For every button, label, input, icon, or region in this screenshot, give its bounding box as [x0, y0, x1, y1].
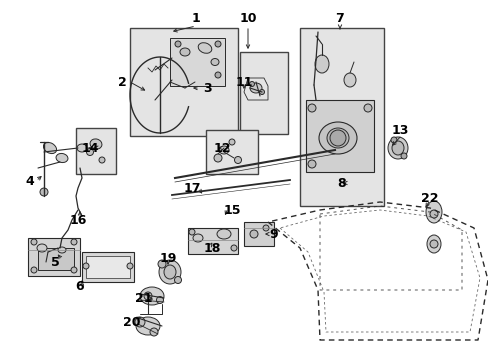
Ellipse shape	[180, 48, 190, 56]
Circle shape	[127, 263, 133, 269]
Ellipse shape	[43, 143, 57, 154]
Ellipse shape	[37, 244, 47, 252]
Text: 22: 22	[420, 192, 438, 204]
Circle shape	[234, 157, 241, 163]
Circle shape	[135, 317, 145, 327]
Ellipse shape	[219, 146, 228, 154]
Text: 14: 14	[81, 141, 99, 154]
Circle shape	[228, 139, 235, 145]
Bar	[170, 38, 224, 86]
Circle shape	[400, 153, 406, 159]
Bar	[299, 28, 383, 206]
Text: 13: 13	[390, 123, 408, 136]
Circle shape	[429, 240, 437, 248]
Ellipse shape	[249, 83, 262, 93]
Circle shape	[329, 130, 346, 146]
Ellipse shape	[217, 229, 230, 239]
Ellipse shape	[343, 73, 355, 87]
Text: 15: 15	[223, 203, 240, 216]
Circle shape	[31, 267, 37, 273]
Circle shape	[150, 328, 158, 336]
Circle shape	[156, 297, 163, 303]
Ellipse shape	[58, 247, 66, 253]
Text: 11: 11	[235, 76, 252, 89]
Circle shape	[263, 225, 268, 231]
Bar	[205, 130, 258, 174]
Bar	[244, 222, 273, 246]
Circle shape	[71, 239, 77, 245]
Circle shape	[249, 81, 254, 86]
Circle shape	[175, 41, 181, 47]
Circle shape	[363, 104, 371, 112]
Text: 9: 9	[269, 228, 278, 240]
Circle shape	[215, 41, 221, 47]
Ellipse shape	[90, 139, 102, 149]
Text: 12: 12	[213, 141, 230, 154]
Ellipse shape	[163, 265, 176, 279]
Bar	[38, 248, 74, 270]
Text: 16: 16	[69, 213, 86, 226]
Text: 18: 18	[203, 242, 220, 255]
Text: 17: 17	[183, 181, 201, 194]
Bar	[28, 238, 80, 276]
Circle shape	[249, 230, 258, 238]
Ellipse shape	[56, 153, 68, 163]
Circle shape	[83, 263, 89, 269]
Bar	[82, 252, 134, 282]
Text: 2: 2	[118, 76, 126, 89]
Circle shape	[71, 267, 77, 273]
Circle shape	[99, 157, 105, 163]
Ellipse shape	[326, 128, 348, 148]
Circle shape	[174, 276, 181, 284]
Circle shape	[259, 90, 264, 95]
Circle shape	[307, 104, 315, 112]
Ellipse shape	[391, 141, 403, 155]
Ellipse shape	[425, 201, 441, 223]
Circle shape	[40, 188, 48, 196]
Ellipse shape	[318, 122, 356, 154]
Circle shape	[390, 137, 396, 143]
Circle shape	[230, 245, 237, 251]
Bar	[86, 256, 130, 278]
Text: 19: 19	[159, 252, 176, 265]
Circle shape	[307, 160, 315, 168]
Ellipse shape	[426, 235, 440, 253]
Ellipse shape	[210, 58, 219, 66]
Ellipse shape	[387, 137, 407, 159]
Bar	[76, 128, 116, 174]
Ellipse shape	[140, 287, 163, 305]
Bar	[305, 100, 373, 172]
Circle shape	[215, 72, 221, 78]
Bar	[130, 28, 238, 136]
Text: 3: 3	[202, 81, 211, 95]
Text: 21: 21	[135, 292, 152, 305]
Text: 5: 5	[51, 256, 59, 269]
Ellipse shape	[314, 55, 328, 73]
Text: 10: 10	[239, 12, 256, 24]
Ellipse shape	[198, 43, 211, 53]
Circle shape	[86, 149, 93, 156]
Ellipse shape	[159, 260, 181, 284]
Text: 8: 8	[337, 176, 346, 189]
Text: 1: 1	[191, 12, 200, 24]
Circle shape	[31, 239, 37, 245]
Ellipse shape	[77, 144, 87, 152]
Bar	[187, 228, 238, 254]
Circle shape	[189, 229, 195, 235]
Text: 20: 20	[123, 315, 141, 328]
Circle shape	[158, 260, 165, 268]
Ellipse shape	[136, 317, 160, 335]
Circle shape	[429, 210, 437, 218]
Circle shape	[214, 154, 222, 162]
Text: 6: 6	[76, 279, 84, 292]
Text: 4: 4	[25, 175, 34, 188]
Ellipse shape	[193, 234, 203, 242]
Bar	[240, 52, 287, 134]
Text: 7: 7	[335, 12, 344, 24]
Circle shape	[143, 292, 152, 300]
